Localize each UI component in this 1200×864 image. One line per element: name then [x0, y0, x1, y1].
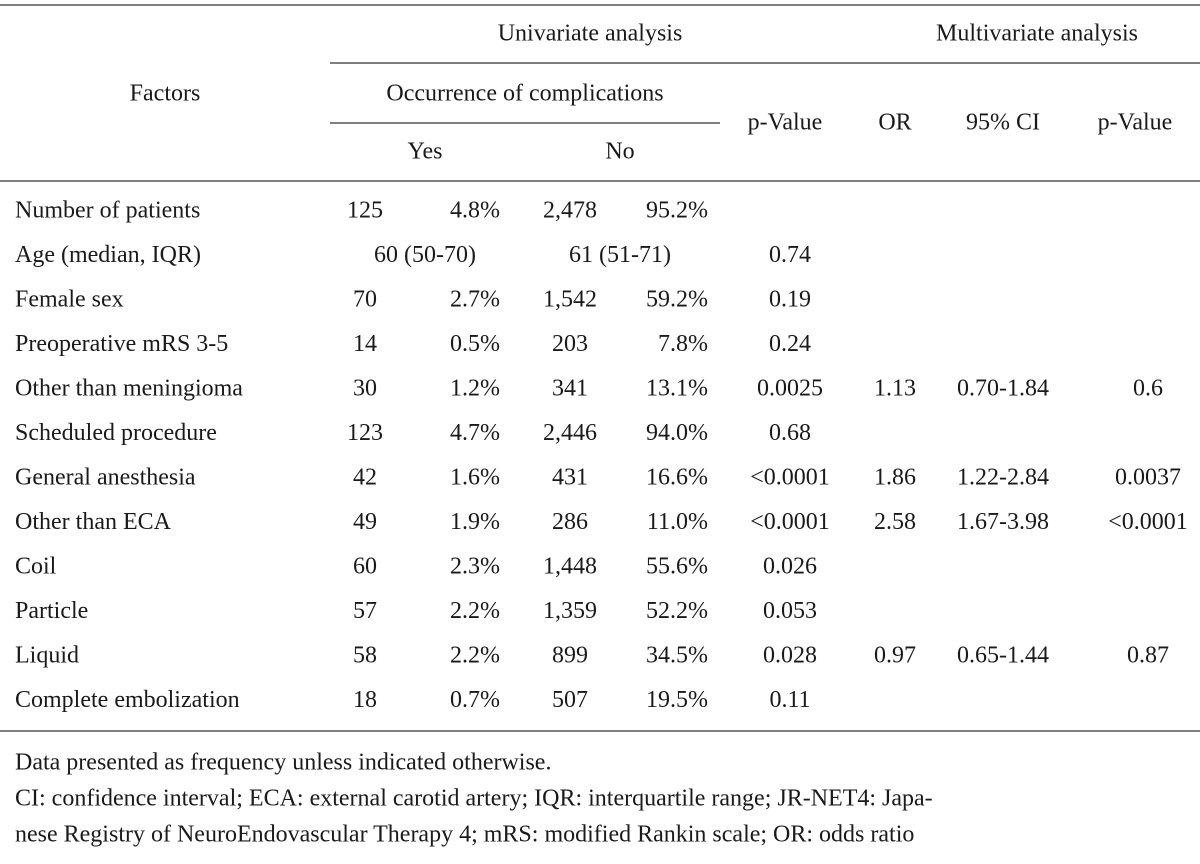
footnote: nese Registry of NeuroEndovascular Thera… [15, 822, 914, 848]
cell: 30 [353, 376, 377, 402]
cell: 2.7% [450, 287, 500, 313]
cell: 57 [353, 598, 377, 624]
cell: 0.68 [769, 420, 811, 446]
cell: 1.86 [874, 465, 916, 491]
cell: Female sex [15, 287, 124, 313]
cell: 203 [552, 331, 588, 357]
cell: 4.8% [450, 198, 500, 224]
cell: Particle [15, 598, 88, 624]
header: Yes [408, 139, 443, 165]
cell: Complete embolization [15, 687, 240, 713]
cell: 2.2% [450, 643, 500, 669]
cell: 123 [347, 420, 383, 446]
cell: 0.026 [763, 554, 817, 580]
cell: 61 (51-71) [569, 242, 671, 268]
cell: 42 [353, 465, 377, 491]
cell: 60 [353, 554, 377, 580]
footnote: CI: confidence interval; ECA: external c… [15, 786, 933, 812]
header: p-Value [748, 110, 823, 136]
cell: 0.87 [1127, 643, 1169, 669]
cell: 0.0037 [1115, 465, 1181, 491]
cell: Coil [15, 554, 57, 580]
cell: 0.97 [874, 643, 916, 669]
cell: 341 [552, 376, 588, 402]
cell: 1.6% [450, 465, 500, 491]
cell: 2.2% [450, 598, 500, 624]
cell: 1.67-3.98 [957, 509, 1049, 535]
cell: Preoperative mRS 3-5 [15, 331, 228, 357]
header: Multivariate analysis [936, 21, 1138, 47]
cell: 1,448 [543, 554, 597, 580]
cell: Liquid [15, 643, 79, 669]
cell: 2.3% [450, 554, 500, 580]
cell: 0.7% [450, 687, 500, 713]
cell: 13.1% [646, 376, 708, 402]
cell: 7.8% [658, 331, 708, 357]
cell: 0.24 [769, 331, 811, 357]
cell: 19.5% [646, 687, 708, 713]
cell: General anesthesia [15, 465, 196, 491]
cell: 95.2% [646, 198, 708, 224]
cell: 1.9% [450, 509, 500, 535]
cell: 59.2% [646, 287, 708, 313]
header: OR [878, 110, 911, 136]
cell: 11.0% [647, 509, 708, 535]
cell: 4.7% [450, 420, 500, 446]
cell: 0.11 [769, 687, 810, 713]
cell: 2,446 [543, 420, 597, 446]
cell: Number of patients [15, 198, 200, 224]
header: Univariate analysis [498, 21, 683, 47]
cell: 1,359 [543, 598, 597, 624]
cell: 14 [353, 331, 377, 357]
cell: 34.5% [646, 643, 708, 669]
cell: 70 [353, 287, 377, 313]
cell: 125 [347, 198, 383, 224]
cell: 899 [552, 643, 588, 669]
cell: 58 [353, 643, 377, 669]
cell: 0.6 [1133, 376, 1163, 402]
cell: 49 [353, 509, 377, 535]
cell: <0.0001 [750, 509, 830, 535]
cell: Age (median, IQR) [15, 242, 201, 268]
cell: 0.65-1.44 [957, 643, 1049, 669]
cell: 2,478 [543, 198, 597, 224]
cell: Other than meningioma [15, 376, 243, 402]
cell: <0.0001 [750, 465, 830, 491]
cell: Scheduled procedure [15, 420, 217, 446]
cell: 18 [353, 687, 377, 713]
cell: 0.053 [763, 598, 817, 624]
cell: 0.028 [763, 643, 817, 669]
header: No [605, 139, 634, 165]
cell: 94.0% [646, 420, 708, 446]
cell: 2.58 [874, 509, 916, 535]
cell: 60 (50-70) [374, 242, 476, 268]
cell: Other than ECA [15, 509, 172, 535]
cell: 16.6% [646, 465, 708, 491]
header: Occurrence of complications [386, 81, 663, 107]
header: 95% CI [966, 110, 1040, 136]
cell: <0.0001 [1108, 509, 1188, 535]
footnote: Data presented as frequency unless indic… [15, 750, 551, 776]
cell: 431 [552, 465, 588, 491]
header: Factors [130, 81, 201, 107]
cell: 286 [552, 509, 588, 535]
cell: 55.6% [646, 554, 708, 580]
cell: 1,542 [543, 287, 597, 313]
cell: 0.70-1.84 [957, 376, 1049, 402]
cell: 1.22-2.84 [957, 465, 1049, 491]
cell: 1.13 [874, 376, 916, 402]
header: p-Value [1098, 110, 1173, 136]
cell: 1.2% [450, 376, 500, 402]
cell: 0.0025 [757, 376, 823, 402]
cell: 0.19 [769, 287, 811, 313]
cell: 507 [552, 687, 588, 713]
cell: 0.5% [450, 331, 500, 357]
cell: 0.74 [769, 242, 811, 268]
cell: 52.2% [646, 598, 708, 624]
